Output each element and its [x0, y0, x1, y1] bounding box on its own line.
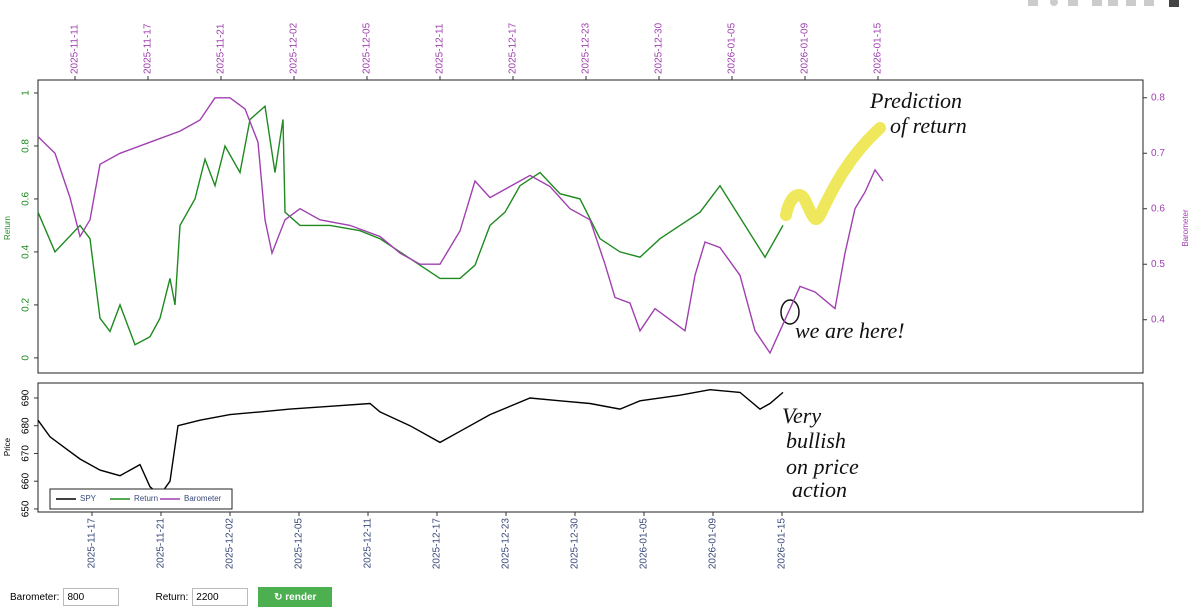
x-tick-label: 2025-11-11 [70, 24, 81, 74]
legend-label: Barometer [184, 494, 222, 503]
render-button[interactable]: ↻ render [258, 587, 333, 607]
y-tick-label: 1 [21, 90, 32, 96]
camera-icon[interactable] [1028, 0, 1038, 6]
x-tick-label: 2026-01-15 [777, 518, 788, 570]
return-label: Return: [155, 591, 189, 603]
legend-box [49, 488, 233, 510]
y-tick-label: 670 [21, 445, 32, 462]
legend-label: SPY [80, 494, 97, 503]
y-tick-label: 0.8 [21, 139, 32, 153]
y2-axis-label: Barometer [1181, 209, 1190, 247]
x-tick-label: 2025-12-17 [508, 22, 519, 74]
y2-tick-label: 0.7 [1151, 148, 1165, 159]
x-tick-label: 2025-12-02 [289, 22, 300, 74]
x-tick-label: 2025-12-11 [435, 23, 446, 74]
x-tick-label: 2025-11-17 [143, 23, 154, 74]
legend: SPY Return Barometer [49, 488, 233, 510]
x-tick-label: 2025-11-21 [216, 23, 227, 74]
legend-label: Return [134, 494, 158, 503]
x-tick-label: 2026-01-05 [727, 22, 738, 74]
top-panel-frame [37, 79, 1144, 374]
y2-tick-label: 0.6 [1151, 203, 1165, 214]
x-tick-label: 2025-12-23 [501, 518, 512, 570]
x-tick-label: 2025-12-05 [362, 22, 373, 74]
series-line [37, 97, 884, 355]
here-circle [780, 299, 800, 325]
y2-tick-label: 0.8 [1151, 92, 1165, 103]
x-tick-label: 2025-12-11 [363, 518, 374, 569]
annotation: on price [786, 454, 859, 479]
x-tick-label: 2026-01-15 [873, 22, 884, 74]
y-tick-label: 690 [21, 389, 32, 406]
annotation: Very [782, 403, 821, 428]
zoom-icon[interactable] [1050, 0, 1058, 6]
logo-icon[interactable] [1169, 0, 1179, 7]
barometer-label: Barometer: [10, 591, 60, 603]
y-axis-label: Price [3, 437, 12, 456]
x-tick-label: 2025-11-17 [87, 518, 98, 569]
annotation: Prediction [869, 88, 962, 113]
y2-tick-label: 0.4 [1151, 314, 1165, 325]
annotation: of return [890, 113, 967, 138]
y-tick-label: 0.2 [21, 298, 32, 312]
x-tick-label: 2025-12-17 [432, 518, 443, 570]
y-axis-label: Return [3, 216, 12, 240]
pan-icon[interactable] [1068, 0, 1078, 6]
x-tick-label: 2025-12-30 [570, 518, 581, 570]
y-tick-label: 0 [21, 355, 32, 361]
button-text: render [285, 591, 317, 603]
autoscale-icon[interactable] [1126, 0, 1136, 6]
x-tick-label: 2025-12-05 [294, 518, 305, 570]
annotation: bullish [786, 428, 846, 453]
barometer-input[interactable] [63, 588, 120, 606]
reset-icon[interactable] [1144, 0, 1154, 6]
prediction-highlight [780, 122, 886, 225]
x-tick-label: 2025-12-02 [225, 518, 236, 570]
annotation: we are here! [795, 318, 905, 343]
x-tick-label: 2026-01-05 [639, 518, 650, 570]
controls: Barometer: Return: ↻ render [10, 587, 333, 607]
y-tick-label: 650 [21, 500, 32, 517]
x-tick-label: 2025-12-30 [654, 22, 665, 74]
zoom-out-icon[interactable] [1108, 0, 1118, 6]
bottom-panel-frame [37, 382, 1144, 513]
series-line [37, 388, 784, 497]
chart: Prediction of return we are here! Very b… [3, 0, 1190, 570]
toolbar [1028, 0, 1179, 7]
series-line [37, 104, 784, 346]
y-tick-label: 0.4 [21, 245, 32, 259]
annotation: action [792, 477, 847, 502]
x-tick-label: 2026-01-09 [708, 518, 719, 570]
x-tick-label: 2026-01-09 [800, 22, 811, 74]
x-tick-label: 2025-11-21 [156, 518, 167, 569]
y-tick-label: 660 [21, 472, 32, 489]
x-tick-label: 2025-12-23 [581, 22, 592, 74]
return-input[interactable] [192, 588, 249, 606]
y2-tick-label: 0.5 [1151, 259, 1165, 270]
y-tick-label: 680 [21, 417, 32, 434]
zoom-in-icon[interactable] [1092, 0, 1102, 6]
y-tick-label: 0.6 [21, 192, 32, 206]
